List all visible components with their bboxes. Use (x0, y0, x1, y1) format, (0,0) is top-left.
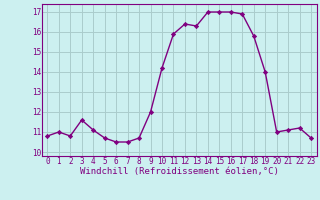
X-axis label: Windchill (Refroidissement éolien,°C): Windchill (Refroidissement éolien,°C) (80, 167, 279, 176)
